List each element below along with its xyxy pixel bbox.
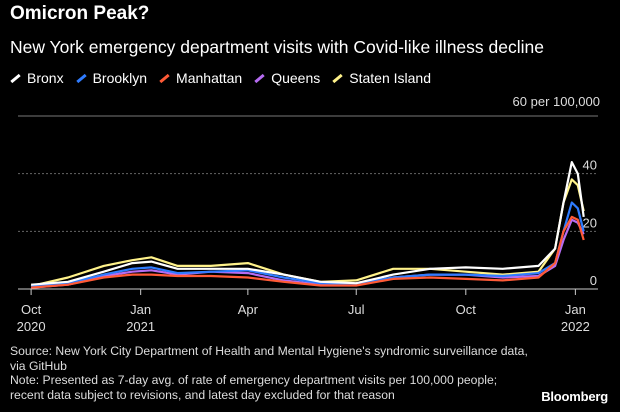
y-tick-label-40: 40 [583, 158, 597, 173]
series-line-manhattan [31, 215, 585, 289]
series-line-bronx [31, 161, 585, 286]
x-tick-label-2022-01-01: Jan [565, 302, 586, 317]
x-tick-label-2021-04-01: Apr [238, 302, 259, 317]
footer: Source: New York City Department of Heal… [10, 344, 530, 402]
x-tick-label-2020-10-01: Oct [21, 302, 42, 317]
series-line-staten-island [30, 178, 585, 288]
legend: Bronx Brooklyn Manhattan Queens Staten I… [10, 70, 431, 86]
chart-subtitle: New York emergency department visits wit… [10, 37, 544, 57]
bloomberg-logo: Bloomberg [541, 389, 608, 404]
y-tick-label-20: 20 [583, 215, 597, 230]
x-tick-year-2022-01-01: 2022 [561, 319, 590, 334]
x-tick-year-2020-10-01: 2020 [17, 319, 46, 334]
x-tick-year-2021-01-01: 2021 [126, 319, 155, 334]
source-note: Source: New York City Department of Heal… [10, 344, 528, 373]
x-tick-label-2021-07-01: Jul [348, 302, 365, 317]
x-tick-label-2021-01-01: Jan [130, 302, 151, 317]
y-tick-label-0: 0 [590, 273, 597, 288]
x-tick-label-2021-10-01: Oct [456, 302, 477, 317]
legend-label-queens: Queens [271, 70, 321, 86]
legend-item-queens: Queens [254, 70, 320, 86]
legend-label-brooklyn: Brooklyn [92, 70, 148, 86]
legend-label-staten-island: Staten Island [349, 70, 431, 86]
legend-item-manhattan: Manhattan [159, 70, 242, 86]
legend-item-staten-island: Staten Island [332, 70, 431, 86]
legend-label-manhattan: Manhattan [176, 70, 243, 86]
legend-item-bronx: Bronx [10, 70, 64, 86]
chart-title: Omicron Peak? [10, 3, 150, 24]
methodology-note: Note: Presented as 7-day avg. of rate of… [10, 373, 498, 402]
legend-item-brooklyn: Brooklyn [75, 70, 148, 86]
legend-label-bronx: Bronx [27, 70, 64, 86]
y-unit-label: 60 per 100,000 [512, 94, 600, 109]
